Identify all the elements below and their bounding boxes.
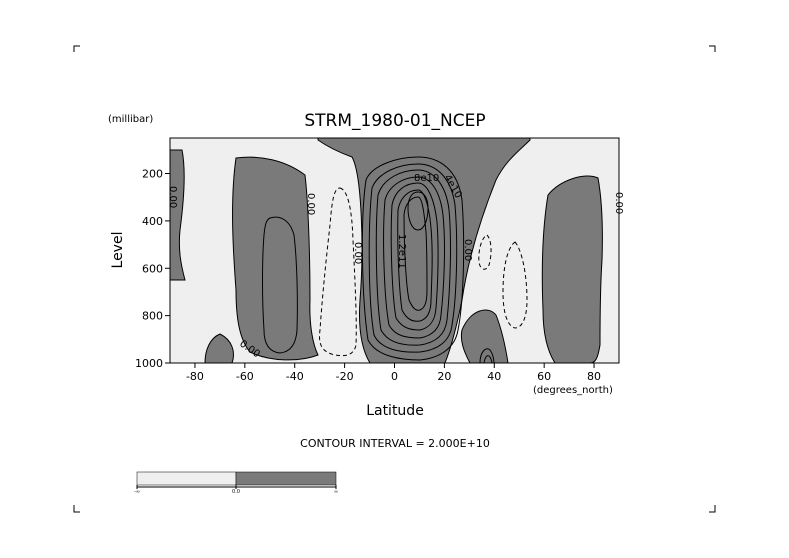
x-units-label: (degrees_north) (533, 385, 613, 396)
contour-label: 1.2e11 (396, 234, 407, 269)
positive-contour-lines (361, 156, 495, 363)
x-tick-label: 20 (437, 370, 451, 383)
contour-line (403, 196, 428, 311)
y-tick-label: 1000 (135, 357, 163, 370)
x-axis-label: Latitude (366, 403, 424, 419)
x-tick-label: -60 (236, 370, 254, 383)
left-cell-inner-contour (262, 216, 298, 354)
dashed-contour-line (478, 234, 492, 270)
positive-region-bottom-right-lobe (460, 309, 509, 363)
dashed-contour-line (319, 187, 357, 357)
plot-area: 0.00 0.00 0.00 0.00 0.00 0.00 8e10 4e10 … (167, 137, 624, 364)
crop-marks (73, 45, 716, 513)
x-tick-label: -40 (286, 370, 304, 383)
colorbar-label: 0.0 (232, 489, 240, 495)
contour-line (361, 156, 465, 361)
y-tick-label: 600 (142, 262, 163, 275)
colorbar-label: -∞ (134, 489, 140, 495)
contour-interval-note: CONTOUR INTERVAL = 2.000E+10 (300, 437, 490, 450)
y-tick-label: 200 (142, 168, 163, 181)
x-tick-label: 60 (537, 370, 551, 383)
x-tick-label: -20 (336, 370, 354, 383)
y-axis: 200 400 600 800 1000 (135, 168, 170, 370)
colorbar-negative-swatch (136, 471, 237, 486)
negative-contour-lines (319, 187, 528, 357)
contour-label: 8e10 (414, 173, 439, 184)
y-tick-label: 400 (142, 215, 163, 228)
contour-line (397, 189, 433, 322)
x-tick-label: 80 (587, 370, 601, 383)
positive-region-left-cell (232, 156, 319, 361)
contour-line (407, 191, 429, 231)
contour-line (479, 348, 495, 363)
y-axis-label: Level (110, 232, 126, 269)
x-tick-label: 40 (487, 370, 501, 383)
colorbar-label: ∞ (334, 489, 338, 495)
positive-region-topleft-corner (170, 149, 186, 281)
colorbar-positive-swatch (235, 471, 337, 486)
contour-line (483, 355, 493, 363)
contour-line (390, 182, 439, 331)
positive-region-bottomleft-blob (204, 333, 234, 363)
colorbar: -∞ 0.0 ∞ (134, 471, 338, 495)
y-units-label: (millibar) (108, 114, 153, 125)
contour-line (375, 169, 451, 346)
contour-line (383, 176, 445, 339)
x-tick-label: -80 (186, 370, 204, 383)
contour-label: 0.00 (305, 193, 316, 215)
dashed-contour-line (502, 241, 528, 329)
positive-region-right-cell (541, 175, 603, 363)
contour-label: 0.00 (167, 186, 178, 208)
contour-label: 0.00 (352, 242, 363, 264)
contour-label: 0.00 (462, 239, 473, 261)
y-tick-label: 800 (142, 310, 163, 323)
x-axis: -80 -60 -40 -20 0 20 40 60 80 (186, 363, 601, 383)
x-tick-label: 0 (391, 370, 398, 383)
contour-line (368, 163, 458, 353)
chart-title: STRM_1980-01_NCEP (304, 111, 485, 131)
